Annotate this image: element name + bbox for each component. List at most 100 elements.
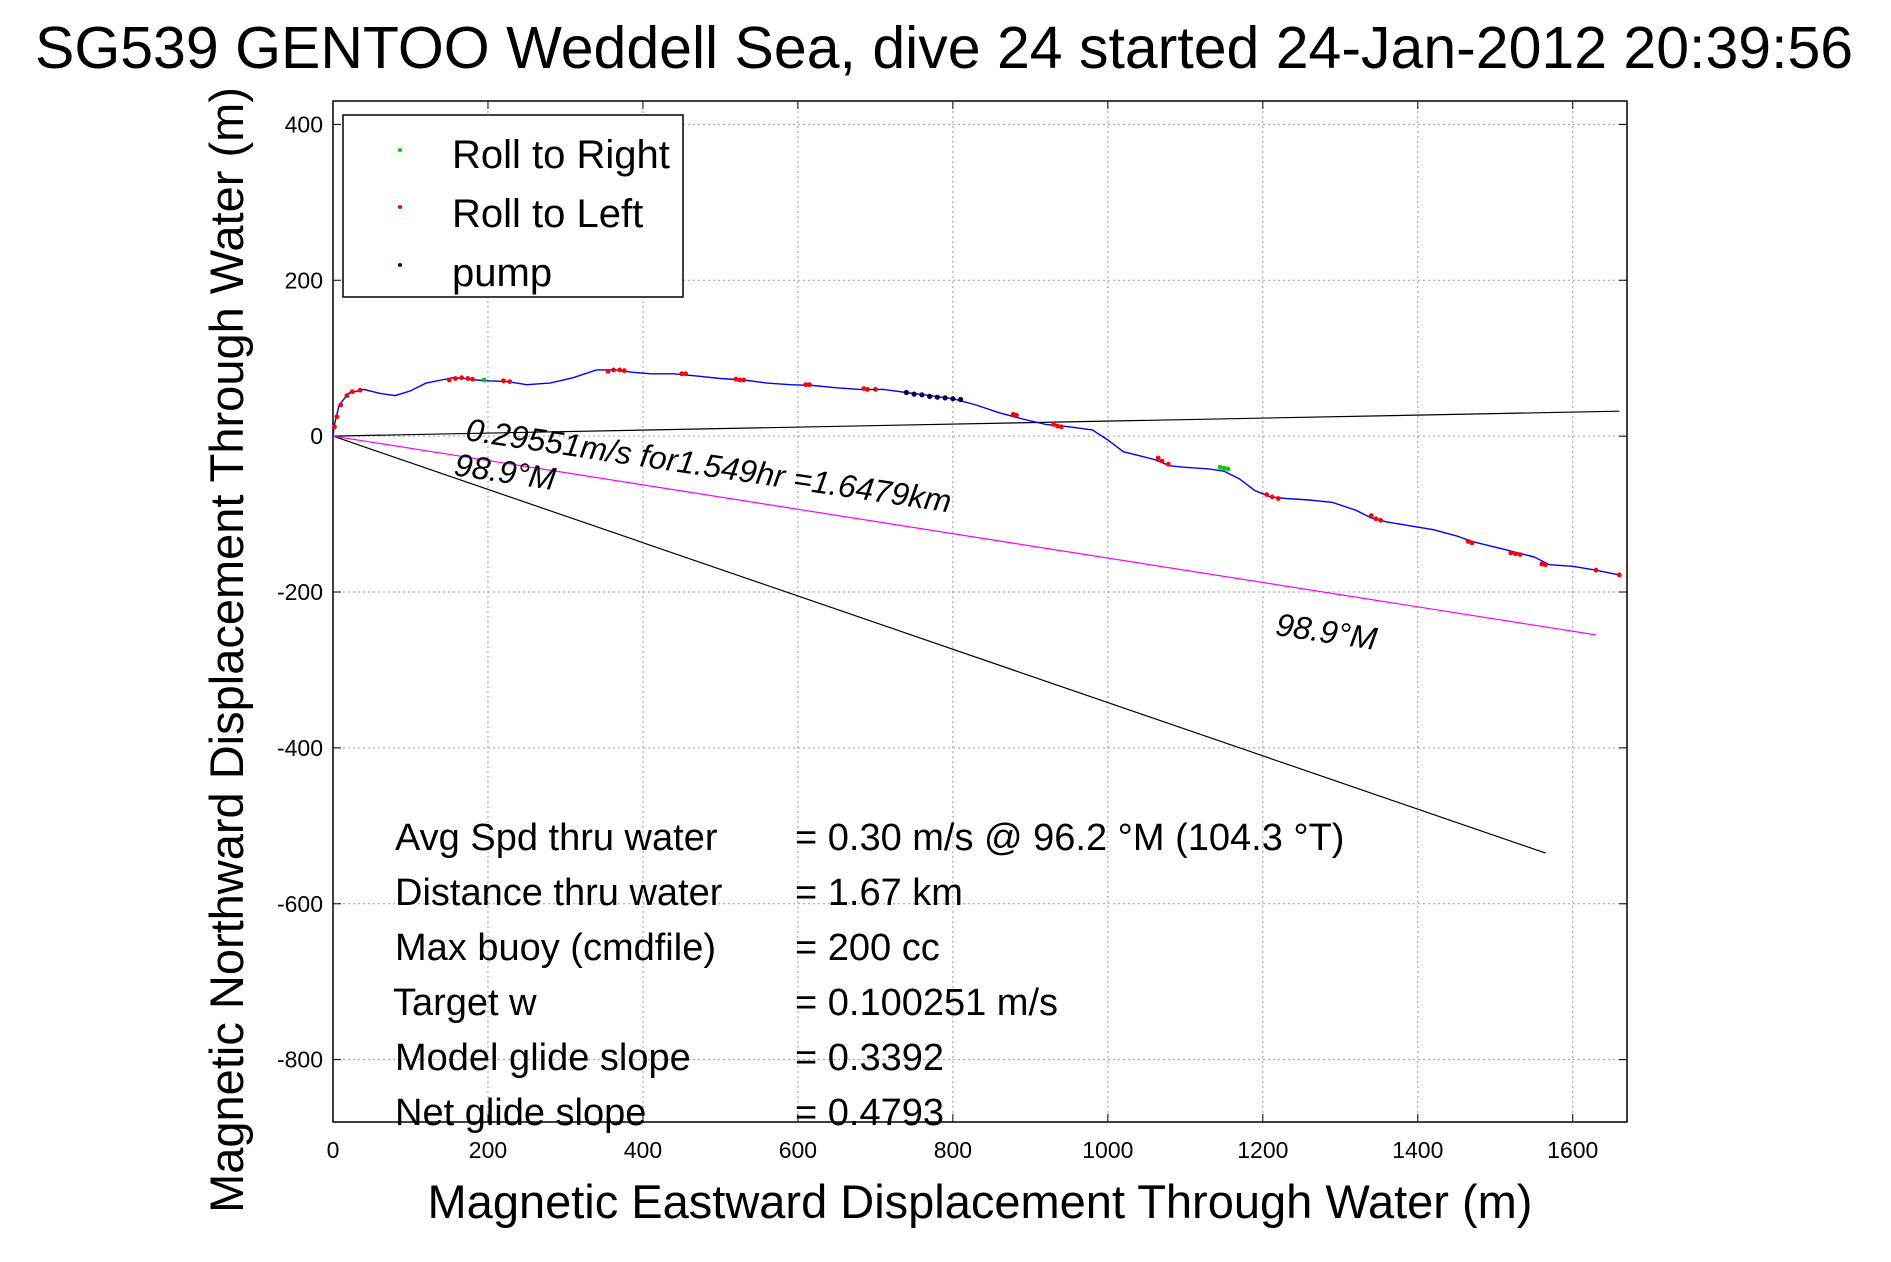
x-tick-label: 1200 — [1237, 1137, 1288, 1163]
roll-left-point — [741, 377, 747, 383]
legend-label-roll-left: Roll to Left — [452, 192, 643, 236]
stat-label: Distance thru water — [395, 872, 723, 914]
roll-left-point — [1159, 458, 1165, 464]
roll-right-point — [481, 377, 487, 383]
roll-left-point — [446, 377, 452, 383]
roll-left-point — [1543, 562, 1548, 568]
roll-right-point — [1225, 466, 1231, 472]
roll-right-point — [1217, 464, 1223, 470]
roll-left-point — [807, 382, 812, 388]
stat-value: = 0.30 m/s @ 96.2 °M (104.3 °T) — [795, 817, 1344, 859]
roll-left-point — [1264, 492, 1270, 497]
legend: Roll to Right Roll to Left pump — [342, 114, 684, 298]
pump-point — [903, 389, 910, 396]
roll-left-point — [1051, 422, 1056, 427]
roll-left-point — [1275, 496, 1281, 501]
roll-left-point — [334, 414, 340, 420]
roll-left-point — [459, 375, 464, 381]
stat-value: = 200 cc — [795, 927, 940, 969]
roll-left-point — [865, 387, 870, 392]
stat-label: Max buoy (cmdfile) — [395, 927, 716, 969]
pump-point — [911, 391, 917, 397]
x-tick-label: 800 — [934, 1137, 972, 1163]
roll-left-point — [803, 382, 809, 388]
roll-left-point — [1269, 494, 1275, 500]
y-tick-label: 400 — [285, 111, 323, 137]
roll-left-point — [1593, 567, 1599, 573]
roll-left-point — [338, 402, 344, 408]
stat-label: Target w — [393, 982, 537, 1024]
x-tick-label: 200 — [469, 1137, 507, 1163]
stat-value: = 0.100251 m/s — [795, 982, 1058, 1024]
stat-value: = 0.3392 — [795, 1037, 944, 1079]
roll-left-point — [1539, 561, 1545, 567]
roll-left-point — [1469, 540, 1475, 546]
series-layer — [332, 367, 1622, 854]
legend-label-pump: pump — [452, 251, 552, 295]
roll-left-point — [357, 387, 363, 393]
roll-left-point — [861, 386, 867, 391]
roll-left-point — [621, 368, 627, 374]
roll-left-point — [350, 389, 355, 395]
roll-left-point — [737, 377, 743, 383]
y-tick-label: -600 — [277, 891, 323, 917]
roll-left-point — [470, 376, 475, 382]
dive-stats: Avg Spd thru water = 0.30 m/s @ 96.2 °M … — [393, 817, 1344, 1134]
x-tick-label: 1400 — [1392, 1137, 1443, 1163]
roll-right-point — [1221, 465, 1227, 471]
x-tick-label: 600 — [779, 1137, 817, 1163]
roll-left-point — [679, 371, 685, 377]
roll-left-point — [465, 376, 471, 381]
roll-left-point — [1155, 455, 1161, 461]
x-tick-label: 400 — [624, 1137, 662, 1163]
x-tick-label: 1600 — [1547, 1137, 1598, 1163]
pump-point — [934, 394, 941, 400]
legend-label-roll-right: Roll to Right — [452, 133, 670, 177]
stat-label: Model glide slope — [395, 1037, 691, 1079]
roll-left-point — [733, 376, 739, 382]
pump-point — [927, 393, 933, 399]
roll-left-point — [605, 369, 611, 374]
roll-left-point — [617, 367, 623, 373]
reference-line — [332, 435, 1546, 854]
roll-left-point — [1465, 539, 1471, 544]
reference-line — [332, 410, 1620, 437]
roll-left-point — [1055, 423, 1060, 429]
y-tick-labels: 400 200 0 -200 -400 -600 -800 — [277, 111, 323, 1072]
roll-left-point — [1616, 572, 1622, 578]
stat-value: = 0.4793 — [795, 1092, 944, 1134]
roll-left-point — [1014, 412, 1019, 418]
stat-label: Net glide slope — [395, 1092, 646, 1134]
y-tick-label: 0 — [310, 423, 323, 449]
roll-left-point — [611, 367, 616, 373]
roll-left-point — [1517, 552, 1523, 557]
reference-line — [332, 435, 1597, 636]
x-tick-labels: 0 200 400 600 800 1000 1200 1400 1600 — [327, 1137, 1599, 1163]
roll-left-point — [1378, 517, 1383, 523]
legend-marker-roll-left — [398, 205, 402, 209]
y-axis-label: Magnetic Northward Displacement Through … — [200, 87, 253, 1213]
roll-left-point — [873, 387, 878, 392]
roll-left-point — [344, 393, 350, 398]
x-tick-label: 1000 — [1082, 1137, 1133, 1163]
roll-left-point — [1059, 424, 1064, 430]
roll-left-point — [332, 424, 337, 430]
y-tick-label: 200 — [285, 267, 323, 293]
pump-point — [950, 396, 956, 402]
roll-left-point — [501, 378, 506, 384]
roll-left-point — [1368, 513, 1374, 518]
y-tick-label: -200 — [277, 579, 323, 605]
stat-value: = 1.67 km — [795, 872, 963, 914]
legend-marker-roll-right — [398, 148, 402, 152]
pump-point — [958, 396, 964, 403]
roll-left-point — [1513, 551, 1518, 557]
stat-label: Avg Spd thru water — [395, 817, 718, 859]
legend-marker-pump — [398, 263, 402, 267]
chart-title: SG539 GENTOO Weddell Sea, dive 24 starte… — [35, 15, 1853, 81]
roll-left-point — [683, 371, 688, 377]
roll-left-point — [1508, 550, 1514, 556]
roll-left-point — [1373, 516, 1379, 522]
x-tick-label: 0 — [327, 1137, 340, 1163]
roll-left-point — [1165, 461, 1171, 467]
